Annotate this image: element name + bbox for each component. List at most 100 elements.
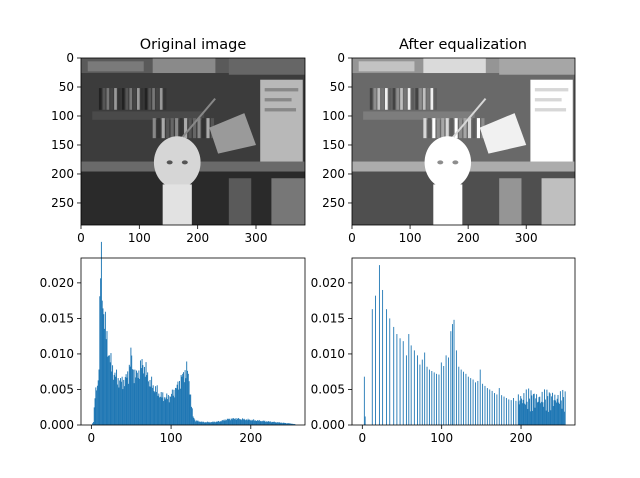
scene-book: [121, 88, 125, 110]
histogram-bar: [130, 347, 132, 425]
histogram-bar: [548, 392, 550, 425]
histogram-bar: [262, 420, 264, 425]
histogram-bar: [436, 373, 438, 425]
histogram-bar: [179, 388, 181, 425]
histogram-bar: [108, 355, 110, 425]
scene-book: [184, 118, 188, 139]
original-xtick-label: 100: [128, 231, 151, 245]
histogram-bar: [421, 359, 423, 425]
histogram-bar: [525, 404, 526, 425]
histogram-bar: [108, 355, 110, 425]
equalized-hist-ytick-label: 0.015: [311, 311, 345, 325]
scene-statue-head: [153, 136, 201, 189]
original-ytick-label: 250: [51, 196, 74, 210]
histogram-bar: [547, 396, 549, 425]
histogram-bar: [265, 421, 267, 425]
equalized-hist-xtick-label: 0: [358, 431, 366, 445]
histogram-bar: [261, 421, 263, 425]
histogram-bar: [284, 422, 286, 425]
histogram-bar: [234, 419, 236, 425]
histogram-bar: [222, 420, 224, 425]
histogram-bar: [268, 421, 270, 425]
histogram-bar: [126, 377, 128, 425]
histogram-bar: [453, 319, 455, 425]
scene-book: [106, 88, 110, 110]
histogram-bar: [521, 403, 523, 425]
histogram-bar: [164, 399, 166, 425]
histogram-bar: [281, 422, 283, 425]
histogram-bar: [203, 422, 205, 425]
scene-statue-base: [433, 184, 463, 225]
histogram-bar: [209, 422, 211, 425]
equalized-hist-xtick-label: 100: [430, 431, 453, 445]
equalized-histogram: 0 100 200 0.000 0.005 0.010 0.015 0.020: [311, 257, 576, 445]
histogram-bar: [214, 421, 216, 425]
scene-book: [373, 88, 377, 110]
histogram-bar: [279, 422, 281, 425]
histogram-bar: [558, 402, 560, 425]
histogram-bar: [204, 422, 206, 425]
histogram-bar: [114, 372, 116, 425]
histogram-bar: [210, 422, 212, 425]
histogram-bar: [109, 362, 111, 425]
histogram-bar: [428, 369, 430, 425]
histogram-bar: [224, 420, 226, 425]
scene-statue-eye: [166, 160, 173, 165]
scene-book: [152, 118, 156, 139]
scene-book: [403, 88, 407, 110]
histogram-bar: [252, 420, 254, 425]
histogram-bar: [272, 422, 274, 425]
histogram-bar: [253, 419, 255, 425]
histogram-bar: [433, 372, 435, 425]
original-hist-xtick-label: 100: [160, 431, 183, 445]
histogram-bar: [518, 404, 520, 425]
scene-bin: [152, 58, 216, 74]
histogram-bar: [443, 366, 445, 425]
histogram-bar: [246, 420, 248, 425]
histogram-bar: [519, 400, 521, 425]
histogram-bar: [249, 419, 251, 425]
histogram-bar: [189, 394, 191, 425]
scene-poster-line: [534, 88, 569, 92]
histogram-bar: [196, 421, 198, 425]
histogram-bar: [477, 380, 479, 425]
scene-poster-line: [264, 88, 299, 92]
scene-book: [432, 118, 436, 139]
histogram-bar: [171, 393, 173, 425]
histogram-bar: [542, 402, 544, 425]
original-ytick-label: 100: [51, 109, 74, 123]
scene-book: [445, 118, 449, 139]
histogram-bar: [187, 370, 188, 425]
histogram-bar: [522, 399, 524, 425]
histogram-bar: [455, 350, 457, 425]
histogram-bar: [139, 378, 141, 425]
scene-book: [450, 118, 454, 139]
histogram-bar: [549, 393, 551, 425]
histogram-bar: [110, 353, 112, 425]
histogram-bar: [101, 300, 103, 425]
original-ytick-label: 0: [66, 51, 74, 65]
scene-book: [206, 118, 210, 139]
histogram-bar: [197, 420, 199, 425]
histogram-bar: [157, 395, 159, 425]
original-image: 0 100 200 300 0 50 100 150 200 250: [51, 51, 306, 245]
histogram-bar: [175, 387, 177, 425]
histogram-bar: [236, 418, 238, 425]
equalized-ytick-label: 100: [322, 109, 345, 123]
histogram-bar: [536, 402, 538, 425]
scene-book: [137, 88, 140, 110]
histogram-bar: [555, 402, 557, 425]
histogram-bar: [215, 421, 217, 425]
histogram-bar: [95, 387, 97, 425]
histogram-bar: [165, 397, 167, 425]
histogram-bar: [202, 422, 204, 425]
histogram-bar: [96, 385, 98, 425]
histogram-bar: [160, 392, 162, 425]
histogram-bar: [143, 366, 145, 425]
histogram-bar: [537, 401, 539, 425]
histogram-bar: [496, 394, 498, 425]
histogram-bar: [185, 378, 187, 425]
histogram-bar: [543, 406, 545, 425]
histogram-bar: [448, 357, 449, 425]
histogram-bar: [139, 360, 141, 425]
